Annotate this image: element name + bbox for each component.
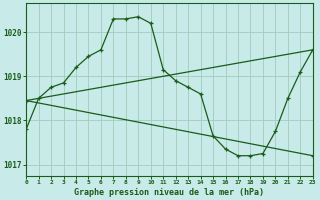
X-axis label: Graphe pression niveau de la mer (hPa): Graphe pression niveau de la mer (hPa) <box>75 188 264 197</box>
